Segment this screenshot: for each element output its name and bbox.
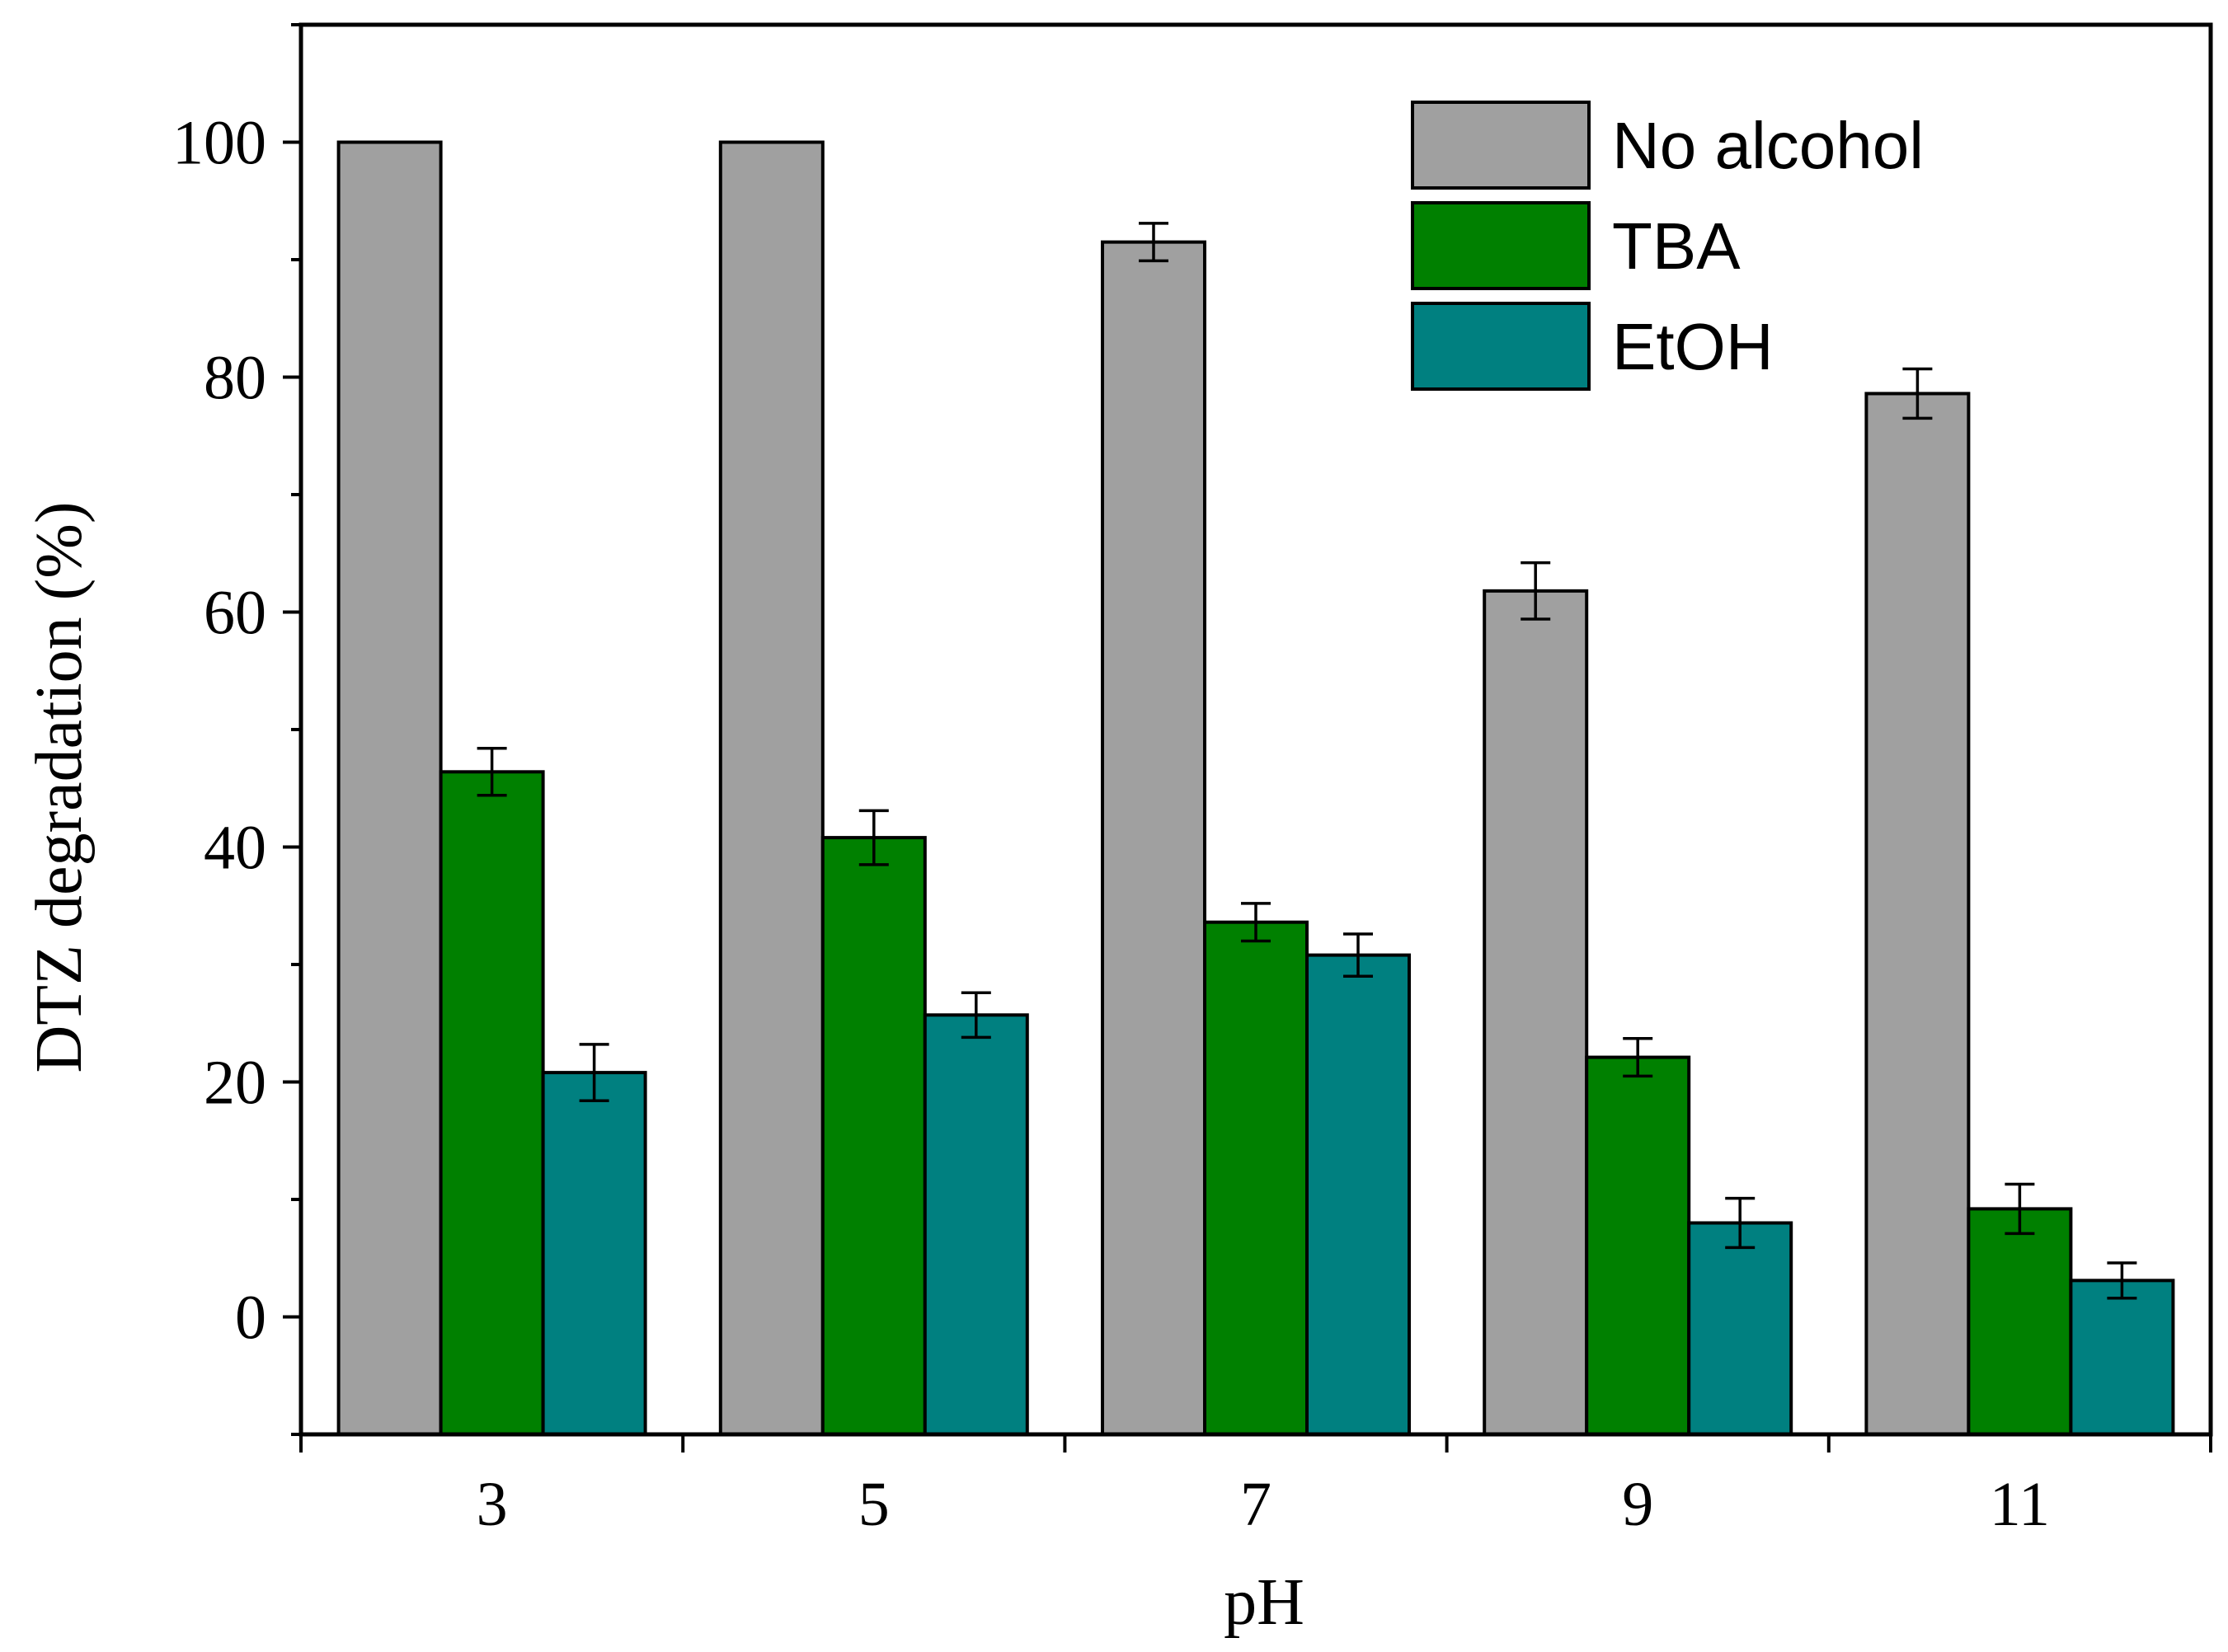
legend-swatch-tba — [1411, 201, 1591, 290]
bar-etoh-ph11 — [2069, 1279, 2175, 1436]
legend-label-no-alcohol: No alcohol — [1612, 109, 1924, 182]
bar-tba-ph7 — [1203, 920, 1309, 1436]
y-tick-label: 40 — [204, 814, 266, 883]
x-tick-label: 7 — [1240, 1470, 1271, 1539]
y-tick-label: 80 — [204, 344, 266, 413]
bar-no-alcohol-ph3 — [336, 140, 443, 1436]
y-tick-label: 0 — [235, 1284, 266, 1353]
bar-etoh-ph7 — [1305, 953, 1411, 1436]
x-tick-label: 9 — [1622, 1470, 1653, 1539]
error-bars-layer — [477, 222, 2137, 1300]
bar-tba-ph11 — [1967, 1207, 2073, 1437]
bar-etoh-ph9 — [1687, 1221, 1793, 1436]
bar-tba-ph9 — [1585, 1055, 1691, 1436]
legend: No alcohol TBA EtOH — [1411, 101, 1924, 391]
x-tick-label: 11 — [1990, 1470, 2050, 1539]
x-axis-title: pH — [1224, 1566, 1304, 1639]
x-tick-label: 5 — [858, 1470, 890, 1539]
x-tick-label: 3 — [477, 1470, 508, 1539]
legend-label-tba: TBA — [1612, 209, 1741, 283]
y-tick-label: 100 — [172, 109, 266, 178]
bar-tba-ph5 — [820, 836, 927, 1436]
legend-swatch-etoh — [1411, 302, 1591, 391]
legend-label-etoh: EtOH — [1612, 310, 1774, 383]
bar-tba-ph3 — [439, 770, 545, 1436]
y-tick-label: 60 — [204, 579, 266, 648]
y-tick-label: 20 — [204, 1049, 266, 1118]
bar-etoh-ph5 — [923, 1013, 1029, 1437]
bar-no-alcohol-ph7 — [1101, 240, 1206, 1436]
bar-no-alcohol-ph11 — [1864, 392, 1971, 1437]
ticks-layer: 0 20 40 60 80 100 3 5 7 9 11 — [172, 23, 2212, 1539]
y-axis-title: DTZ degradation (%) — [23, 501, 96, 1072]
bar-no-alcohol-ph9 — [1483, 589, 1589, 1436]
bar-etoh-ph3 — [541, 1071, 647, 1436]
legend-swatch-no-alcohol — [1411, 101, 1591, 190]
bars-layer — [336, 140, 2175, 1437]
bar-no-alcohol-ph5 — [718, 140, 825, 1436]
